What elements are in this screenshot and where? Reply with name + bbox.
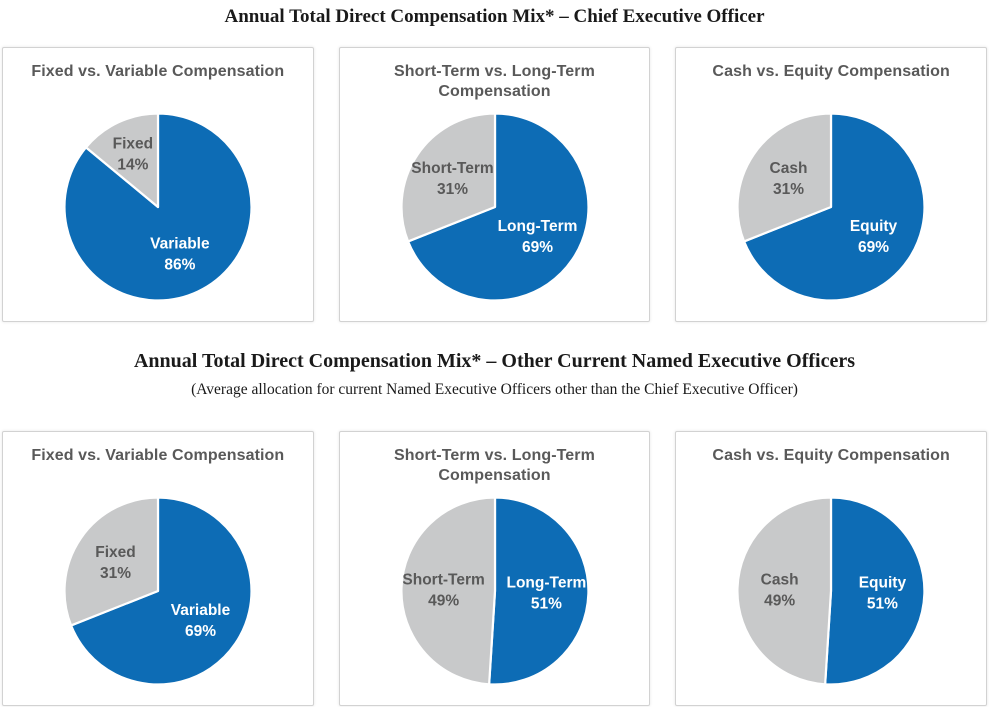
pie-panel-cash-vs-equity-neo: Cash vs. Equity Compensation Equity 51% Ca… — [675, 431, 988, 706]
chart-title-line: Cash vs. Equity Compensation — [712, 447, 950, 464]
pie-panel-short-vs-long-term-ceo: Short-Term vs. Long-Term Compensation Lon… — [338, 47, 651, 322]
pie-slice-short-term — [399, 496, 496, 686]
pie-slice-long-term — [406, 112, 590, 302]
slice-label: Fixed 14% — [112, 136, 152, 174]
slice-label: Fixed 31% — [95, 544, 135, 582]
slice-label: Cash 31% — [770, 160, 808, 198]
chart-title-line: Fixed vs. Variable Compensation — [31, 447, 285, 464]
chart-title: Short-Term vs. Long-Term Compensation — [340, 62, 650, 112]
chart-title: Fixed vs. Variable Compensation — [3, 62, 313, 112]
chart-title: Cash vs. Equity Compensation — [676, 446, 986, 496]
chart-title-line: Short-Term vs. Long-Term — [394, 447, 595, 464]
chart-title-line: Short-Term vs. Long-Term — [394, 63, 595, 80]
section-neo-compensation-mix: Annual Total Direct Compensation Mix* – … — [0, 322, 989, 706]
pie-slice-long-term — [487, 496, 589, 686]
pie-chart: Variable 86% Fixed 14% — [63, 112, 253, 302]
slice-label: Equity 51% — [859, 575, 907, 613]
slice-label: Long-Term 51% — [506, 575, 586, 613]
pie-chart: Equity 51% Cash 49% — [736, 496, 926, 686]
slice-label: Short-Term 31% — [411, 160, 493, 198]
pie-slice-cash — [736, 496, 833, 686]
section-heading-ceo: Annual Total Direct Compensation Mix* – … — [224, 6, 765, 27]
pie-slice-variable — [63, 112, 253, 302]
slice-label: Equity 69% — [850, 218, 898, 256]
pie-slice-equity — [743, 112, 926, 302]
chart-title-line: Compensation — [438, 467, 551, 484]
pie-panel-short-vs-long-term-neo: Short-Term vs. Long-Term Compensation Lon… — [338, 431, 651, 706]
slice-label: Variable 69% — [171, 602, 231, 640]
chart-title: Cash vs. Equity Compensation — [676, 62, 986, 112]
chart-row-neo: Fixed vs. Variable Compensation Variable… — [0, 431, 989, 706]
pie-chart: Equity 69% Cash 31% — [736, 112, 926, 302]
pie-slice-fixed — [84, 112, 159, 209]
pie-panel-cash-vs-equity-ceo: Cash vs. Equity Compensation Equity 69% Ca… — [675, 47, 988, 322]
chart-row-ceo: Fixed vs. Variable Compensation Variable… — [0, 47, 989, 322]
pie-chart: Long-Term 51% Short-Term 49% — [399, 496, 589, 686]
chart-title-line: Fixed vs. Variable Compensation — [31, 63, 285, 80]
slice-label: Short-Term 49% — [402, 571, 484, 609]
chart-title: Fixed vs. Variable Compensation — [3, 446, 313, 496]
chart-title: Short-Term vs. Long-Term Compensation — [340, 446, 650, 496]
pie-slice-short-term — [399, 112, 496, 243]
slice-label: Long-Term 69% — [497, 218, 577, 256]
pie-slice-variable — [69, 496, 253, 686]
section-ceo-compensation-mix: Annual Total Direct Compensation Mix* – … — [0, 0, 989, 322]
chart-title-line: Cash vs. Equity Compensation — [712, 63, 950, 80]
slice-label: Variable 86% — [150, 236, 210, 274]
pie-chart: Long-Term 69%Short-Term 31% — [399, 112, 590, 302]
pie-slice-fixed — [63, 496, 159, 627]
pie-chart: Variable 69% Fixed 31% — [63, 496, 253, 686]
pie-slice-cash — [736, 112, 833, 243]
slice-label: Cash 49% — [761, 571, 799, 609]
pie-panel-fixed-vs-variable-ceo: Fixed vs. Variable Compensation Variable… — [2, 47, 314, 322]
section-heading-neo: Annual Total Direct Compensation Mix* – … — [133, 350, 856, 372]
pie-panel-fixed-vs-variable-neo: Fixed vs. Variable Compensation Variable… — [2, 431, 314, 706]
chart-title-line: Compensation — [438, 83, 551, 100]
section-subheading-neo: (Average allocation for current Named Ex… — [191, 381, 798, 398]
pie-slice-equity — [824, 496, 926, 686]
